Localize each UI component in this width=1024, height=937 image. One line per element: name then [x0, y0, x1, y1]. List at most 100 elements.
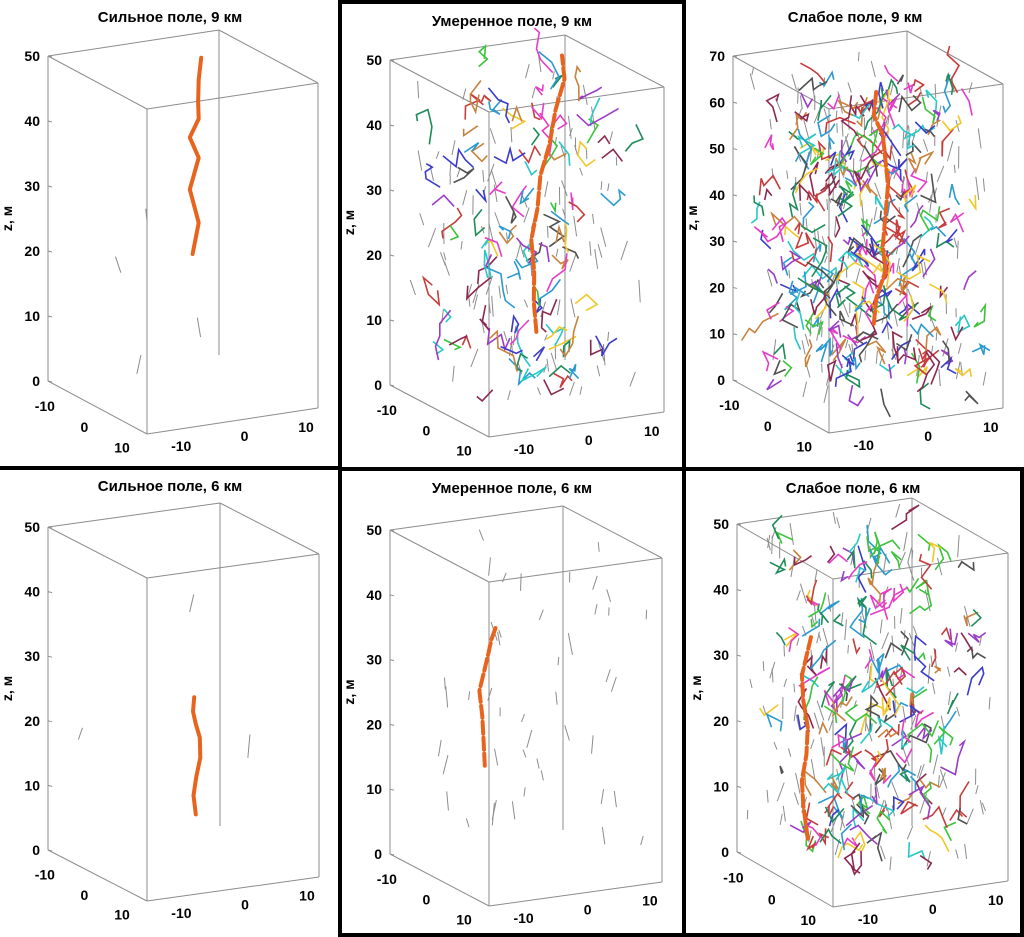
crack-cluster [850, 103, 871, 120]
crack-cluster [927, 349, 941, 385]
crack-cluster [903, 184, 917, 208]
crack-cluster [908, 784, 931, 820]
z-tick-mark [389, 189, 395, 192]
crack-segments [77, 594, 251, 758]
crack-cluster [838, 750, 852, 780]
z-tick-label: 0 [721, 844, 729, 860]
crack-segment [488, 224, 494, 243]
crack-segment [451, 140, 456, 156]
crack-cluster [519, 187, 535, 205]
crack-cluster [826, 792, 843, 809]
crack-cluster [919, 854, 933, 870]
crack-cluster [509, 319, 530, 346]
crack-cluster [861, 676, 880, 693]
crack-cluster [832, 678, 854, 698]
crack-segment [437, 739, 442, 757]
y-tick-label: -10 [377, 871, 397, 887]
x-tick-label: 10 [298, 419, 314, 435]
crack-cluster [840, 823, 852, 851]
crack-segment [783, 678, 788, 688]
z-tick-label: 10 [366, 312, 382, 328]
z-tick-label: 0 [32, 373, 40, 389]
crack-segment [844, 619, 847, 641]
crack-cluster [851, 356, 861, 371]
crack-cluster [898, 769, 911, 783]
x-tick-label: 0 [241, 896, 249, 912]
crack-segment [503, 331, 508, 342]
crack-cluster [954, 367, 972, 378]
crack-cluster [903, 295, 915, 322]
box-edge [906, 30, 1004, 85]
crack-cluster [525, 242, 543, 262]
crack-segment [562, 208, 567, 218]
crack-cluster [530, 127, 541, 146]
crack-cluster [543, 213, 565, 248]
crack-cluster [837, 250, 849, 270]
z-tick-label: 0 [374, 377, 382, 393]
crack-cluster [811, 316, 820, 329]
crack-segment [538, 609, 544, 621]
box-edge [488, 557, 663, 583]
crack-segment [956, 240, 959, 259]
crack-cluster [879, 363, 896, 372]
z-tick-mark [47, 185, 53, 188]
crack-segment [600, 181, 603, 190]
crack-cluster [848, 131, 872, 157]
crack-cluster [824, 116, 856, 133]
crack-segment [427, 228, 437, 248]
crack-segment [773, 741, 778, 750]
crack-cluster [900, 718, 912, 743]
crack-cluster [866, 536, 877, 553]
crack-cluster [869, 694, 879, 731]
plot-svg: 0 10 20 30 40 50 60 70 z, м -10 0 10 -10 0 10 [686, 30, 1004, 454]
crack-cluster [498, 225, 512, 240]
crack-cluster [830, 776, 841, 795]
crack-segment [875, 350, 878, 364]
y-tick-label: 0 [768, 891, 776, 907]
crack-cluster [959, 781, 970, 818]
crack-cluster [800, 92, 814, 109]
crack-cluster [844, 781, 855, 801]
crack-segment [916, 765, 922, 779]
crack-cluster [900, 730, 908, 750]
crack-cluster [924, 128, 936, 138]
crack-cluster [576, 107, 619, 127]
crack-cluster [919, 382, 931, 410]
crack-segment [579, 167, 583, 176]
crack-segment [409, 279, 416, 296]
crack-segment [629, 371, 636, 387]
crack-cluster [831, 733, 848, 749]
crack-cluster [574, 293, 599, 312]
crack-segment [903, 532, 908, 551]
y-tick-label: 10 [114, 439, 130, 455]
crack-cluster [922, 805, 948, 829]
crack-cluster [809, 161, 819, 197]
y-tick-label: 10 [114, 906, 130, 922]
crack-segment [873, 206, 878, 221]
crack-cluster [548, 335, 577, 351]
crack-cluster [844, 145, 856, 161]
crack-cluster [940, 626, 952, 641]
crack-cluster [861, 179, 879, 197]
crack-segment [847, 82, 852, 93]
crack-cluster [935, 232, 955, 249]
col-divider-right [682, 0, 686, 937]
crack-cluster [915, 338, 940, 368]
crack-segment [522, 749, 527, 758]
box-edge [47, 55, 148, 110]
crack-cluster [470, 142, 488, 163]
crack-cluster [820, 681, 836, 708]
crack-cluster [909, 692, 915, 706]
crack-segment [749, 679, 753, 689]
z-tick-mark [47, 250, 53, 253]
crack-cluster [803, 823, 822, 847]
crack-cluster [909, 588, 933, 615]
crack-cluster [805, 802, 819, 826]
crack-segment [544, 181, 549, 198]
crack-cluster [831, 696, 853, 717]
crack-segment [979, 800, 984, 815]
x-tick-label: 0 [584, 901, 592, 917]
crack-segment [953, 237, 958, 248]
crack-cluster [486, 327, 511, 352]
z-tick-mark [47, 720, 53, 723]
